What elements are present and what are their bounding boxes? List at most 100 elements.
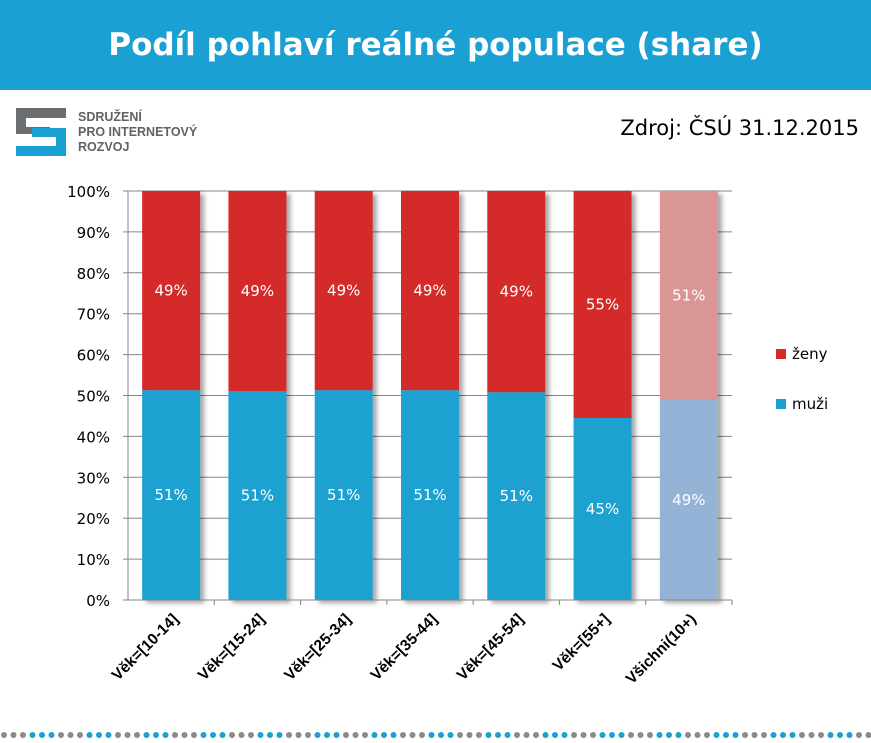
data-label-muzi: 51% — [413, 486, 446, 504]
footer-dot — [124, 732, 131, 738]
dotted-footer-border — [1, 732, 871, 738]
data-label-muzi: 51% — [154, 486, 187, 504]
y-tick-label: 20% — [77, 510, 110, 528]
footer-dot — [248, 732, 254, 738]
source-label: Zdroj: ČSÚ 31.12.2015 — [620, 116, 859, 140]
footer-dot — [808, 732, 815, 738]
footer-dot — [542, 732, 549, 738]
footer-dot — [533, 732, 539, 738]
footer-dot — [10, 732, 17, 738]
footer-dot — [685, 732, 691, 738]
bar-zeny — [401, 191, 459, 391]
footer-dot — [324, 732, 330, 738]
legend-item-muzi: muži — [776, 395, 828, 413]
data-label-zeny: 49% — [413, 282, 446, 300]
footer-dot — [704, 732, 710, 738]
footer-dot — [780, 732, 786, 738]
footer-dot — [400, 732, 406, 738]
footer-dot — [561, 732, 568, 738]
footer-dot — [846, 732, 853, 738]
data-label-muzi: 51% — [241, 487, 274, 505]
footer-dot — [29, 732, 36, 738]
footer-dot — [666, 732, 672, 738]
data-label-muzi: 45% — [586, 500, 619, 518]
bar-muzi — [314, 390, 373, 600]
footer-dot — [333, 732, 340, 738]
footer-dot — [143, 732, 150, 738]
footer-dot — [476, 732, 482, 738]
footer-dot — [20, 732, 26, 738]
bar-group — [142, 191, 201, 600]
footer-dot — [770, 732, 777, 738]
y-tick-label: 100% — [67, 183, 110, 201]
footer-dot — [713, 732, 720, 738]
x-tick-label: Všichni(10+) — [623, 611, 700, 688]
x-tick-label: Věk=[55+] — [550, 611, 614, 675]
footer-dot — [314, 732, 321, 738]
footer-dot — [343, 732, 349, 738]
bar-zeny — [228, 191, 287, 392]
bar-muzi — [487, 392, 546, 600]
footer-dot — [219, 732, 226, 738]
y-tick-label: 90% — [77, 224, 110, 242]
footer-dot — [742, 732, 748, 738]
bar-muzi — [573, 417, 632, 600]
bar-muzi — [401, 390, 459, 600]
footer-dot — [39, 732, 45, 738]
footer-dot — [58, 732, 64, 738]
footer-dot — [637, 732, 644, 738]
logo-line-2: PRO INTERNETOVÝ — [78, 124, 198, 139]
page-title: Podíl pohlaví reálné populace (share) — [108, 27, 763, 63]
footer-dot — [381, 732, 387, 738]
footer-dot — [181, 732, 188, 738]
footer-dot — [723, 732, 729, 738]
x-tick-label: Věk=[35-44] — [368, 611, 441, 684]
footer-dot — [466, 732, 473, 738]
logo: SDRUŽENÍ PRO INTERNETOVÝ ROZVOJ — [12, 102, 197, 162]
bar-muzi — [142, 390, 201, 600]
footer-dot — [856, 732, 862, 738]
bar-group — [573, 191, 632, 600]
footer-dot — [865, 732, 871, 738]
footer-dot — [210, 732, 216, 738]
data-label-zeny: 49% — [500, 283, 533, 301]
footer-dot — [153, 732, 159, 738]
logo-line-3: ROZVOJ — [78, 139, 130, 154]
data-label-muzi: 49% — [672, 491, 705, 509]
data-label-zeny: 49% — [154, 282, 187, 300]
bar-zeny — [487, 191, 546, 393]
footer-dot — [571, 732, 577, 738]
footer-dot — [799, 732, 805, 738]
footer-dot — [694, 732, 701, 738]
footer-dot — [675, 732, 682, 738]
legend-label: ženy — [792, 345, 828, 363]
data-label-zeny: 49% — [327, 282, 360, 300]
bar-group — [314, 191, 373, 600]
footer-dot — [647, 732, 653, 738]
footer-dot — [286, 732, 292, 738]
footer-dot — [837, 732, 843, 738]
footer-dot — [134, 732, 140, 738]
bar-group — [228, 191, 287, 600]
footer-dot — [1, 732, 7, 738]
footer-dot — [827, 732, 834, 738]
footer-dot — [390, 732, 397, 738]
footer-dot — [438, 732, 444, 738]
data-label-muzi: 51% — [327, 486, 360, 504]
y-tick-label: 10% — [77, 551, 110, 569]
y-tick-label: 60% — [77, 347, 110, 365]
footer-dot — [352, 732, 359, 738]
bar-group — [659, 191, 718, 600]
footer-dot — [751, 732, 758, 738]
footer-dot — [86, 732, 93, 738]
footer-dot — [238, 732, 245, 738]
footer-dot — [732, 732, 739, 738]
bars: 51% 49% 51% 49% 51% 49% 51% 49% 51% 49% 45% 55% 49% 5… — [142, 191, 718, 600]
footer-dot — [229, 732, 235, 738]
bar-zeny — [314, 191, 373, 391]
data-label-muzi: 51% — [500, 487, 533, 505]
footer-dot — [48, 732, 55, 738]
x-tick-label: Věk=[25-34] — [281, 611, 354, 684]
legend-label: muži — [792, 395, 828, 413]
x-tick-label: Věk=[45-54] — [454, 611, 527, 684]
